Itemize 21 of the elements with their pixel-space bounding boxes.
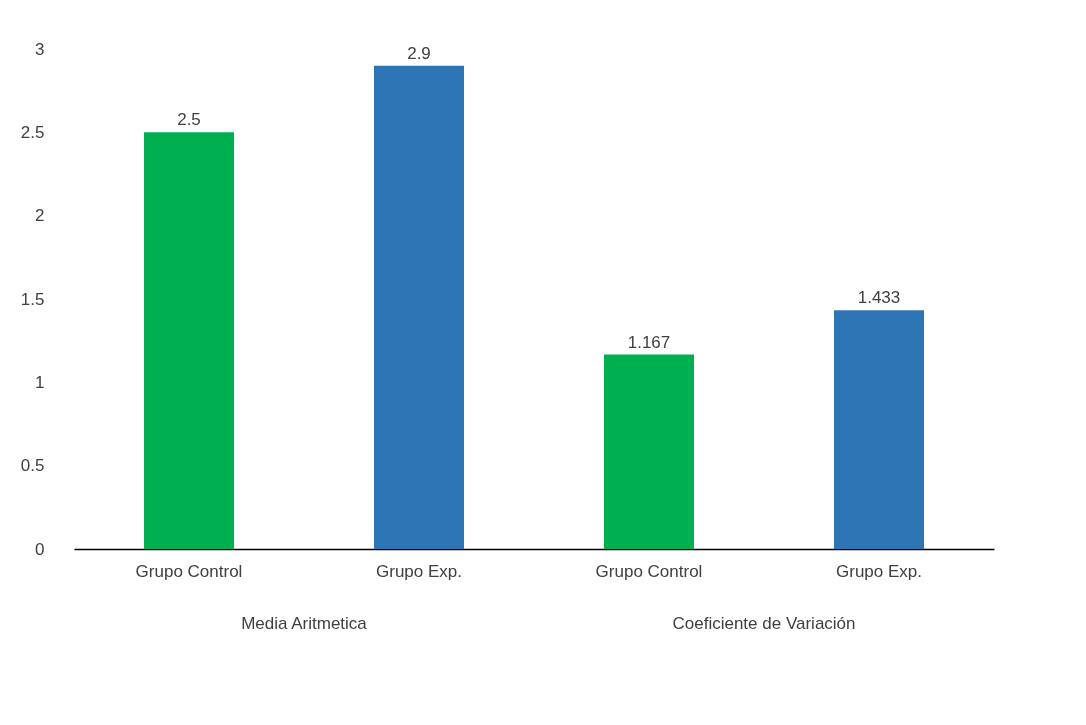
x-tick-label: Grupo Control <box>595 561 703 581</box>
y-tick-label: 0.5 <box>20 456 45 476</box>
y-tick-label: 1 <box>35 372 45 392</box>
bar <box>374 65 464 549</box>
data-label: 1.433 <box>857 288 901 308</box>
data-label: 2.9 <box>407 43 431 63</box>
x-tick-label: Grupo Exp. <box>376 561 462 581</box>
y-tick-label: 2 <box>35 206 45 226</box>
y-tick-label: 2.5 <box>20 122 45 142</box>
y-tick-label: 0 <box>35 539 45 559</box>
x-tick-label: Grupo Control <box>135 561 243 581</box>
bar <box>144 132 234 549</box>
text: Media Aritmetica <box>241 614 368 633</box>
y-tick-label: 1.5 <box>20 289 45 309</box>
data-label: 2.5 <box>177 110 201 130</box>
data-label: 1.167 <box>627 332 671 352</box>
x-tick-label: Grupo Exp. <box>836 561 922 581</box>
bar <box>604 354 694 549</box>
bar <box>834 310 924 549</box>
text: Coeficiente de Variación <box>672 614 856 633</box>
y-tick-label: 3 <box>35 39 45 59</box>
